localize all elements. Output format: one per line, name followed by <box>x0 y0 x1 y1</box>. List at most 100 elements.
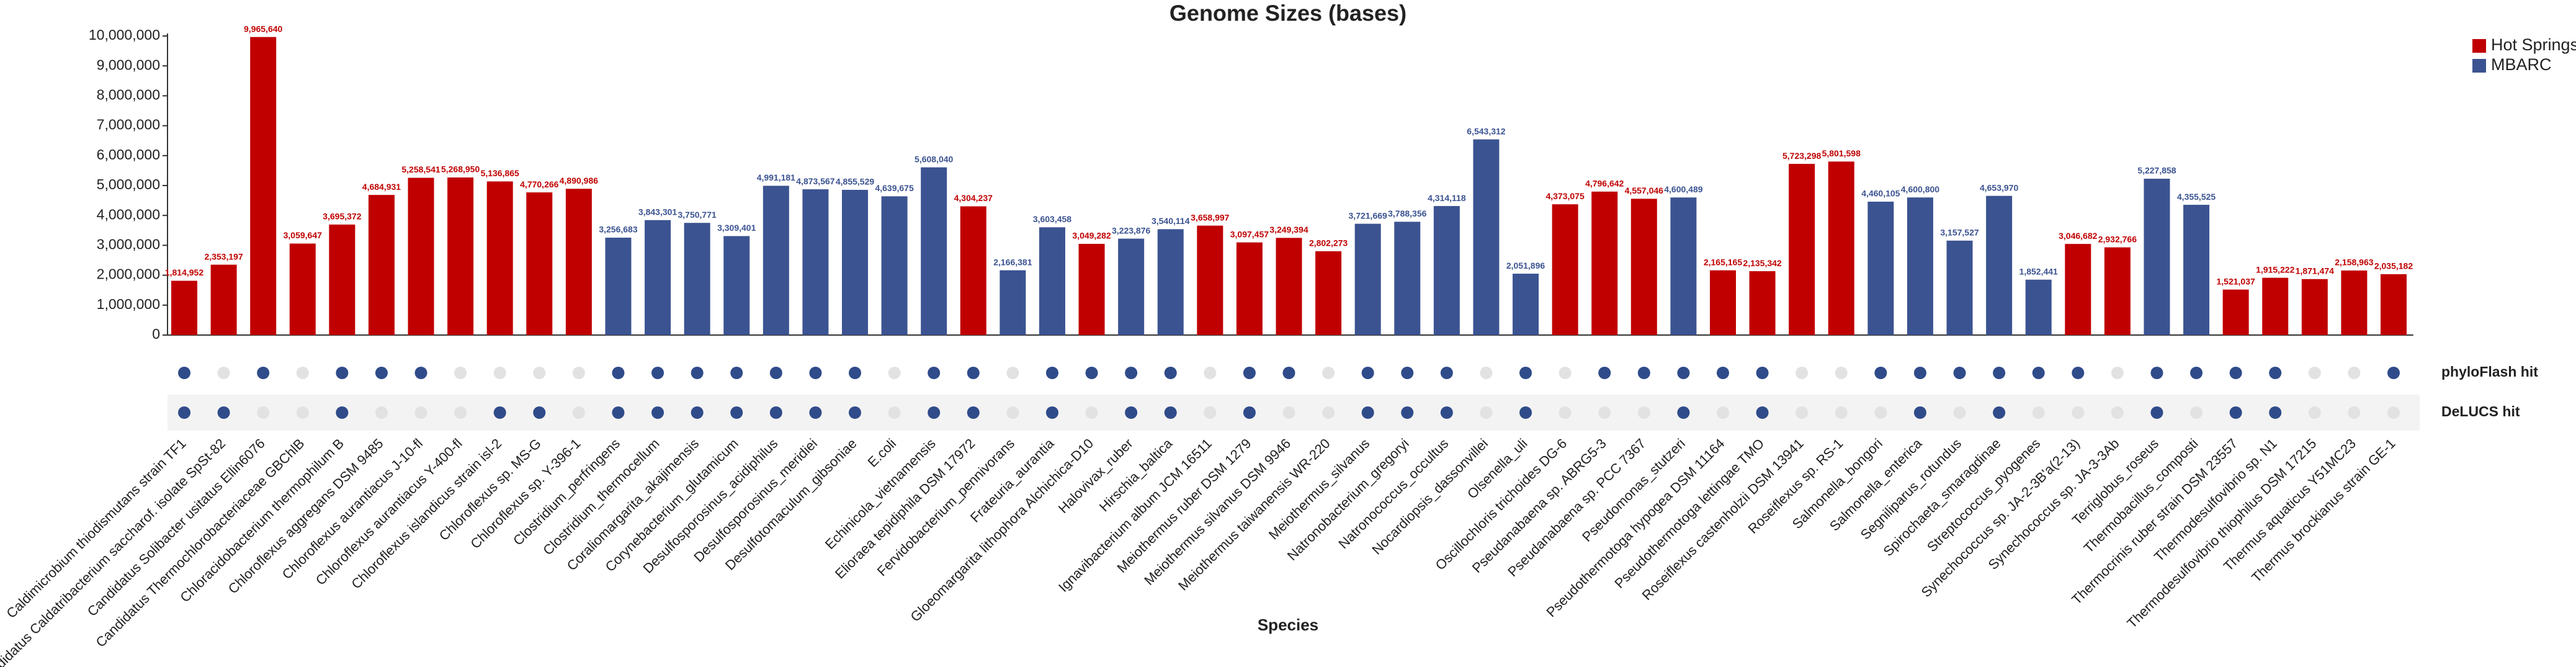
bar <box>1354 223 1381 335</box>
value-label: 1,871,474 <box>2296 266 2334 275</box>
bar <box>921 167 947 335</box>
hit-dot <box>888 367 901 379</box>
hit-dot <box>1993 367 2006 379</box>
hit-dot <box>1559 367 1572 379</box>
hit-dot <box>1953 406 1966 419</box>
bar <box>210 264 237 335</box>
hit-dot <box>1835 367 1848 379</box>
legend-swatch <box>2472 59 2486 73</box>
x-tick-label: E.coli <box>865 436 900 470</box>
bar <box>565 189 592 335</box>
bar <box>2183 205 2210 335</box>
hit-dot <box>849 406 862 419</box>
hit-dot <box>769 367 782 379</box>
hit-dot <box>1835 406 1848 419</box>
y-tick-label: 0 <box>152 326 160 342</box>
hit-dot <box>1006 367 1019 379</box>
hit-dot <box>849 367 862 379</box>
hit-dot <box>1756 367 1769 379</box>
bar <box>1039 227 1065 335</box>
bar <box>763 186 789 335</box>
hit-dot <box>257 406 270 419</box>
value-label: 4,684,931 <box>362 182 401 192</box>
value-label: 2,051,896 <box>1506 261 1545 271</box>
hit-dot <box>1401 406 1414 419</box>
hit-dot <box>217 367 230 379</box>
value-label: 3,049,282 <box>1072 231 1111 241</box>
bar <box>1276 238 1302 335</box>
hit-dot <box>691 367 704 379</box>
hit-dot <box>1282 367 1295 379</box>
y-tick-label: 6,000,000 <box>97 146 160 163</box>
hit-dot <box>2348 367 2361 379</box>
value-label: 2,802,273 <box>1309 238 1348 248</box>
hit-dot <box>1519 406 1532 419</box>
hit-dot <box>2348 406 2361 419</box>
row-label: DeLUCS hit <box>2441 403 2520 419</box>
hit-dot <box>1204 367 1217 379</box>
hit-dot <box>2190 406 2203 419</box>
legend-label: MBARC <box>2491 55 2552 74</box>
value-label: 4,890,986 <box>560 176 598 186</box>
value-label: 3,309,401 <box>717 223 756 233</box>
value-label: 2,353,197 <box>204 251 243 261</box>
hit-dot <box>1204 406 1217 419</box>
value-label: 4,639,675 <box>875 183 913 193</box>
hit-dot <box>1125 406 1138 419</box>
value-label: 3,059,647 <box>284 230 322 240</box>
hit-dot <box>1045 406 1058 419</box>
value-label: 3,603,458 <box>1033 214 1071 224</box>
bar <box>1000 270 1026 335</box>
hit-dot <box>2111 406 2124 419</box>
x-tick-label: Chloroflexus aurantiacus Y-400-fl <box>313 436 465 588</box>
bar <box>447 177 474 335</box>
hit-dot <box>1756 406 1769 419</box>
hit-dot <box>2111 367 2124 379</box>
bar <box>2065 244 2091 335</box>
hit-dot <box>1243 367 1256 379</box>
hit-dot <box>414 406 427 419</box>
value-label: 4,314,118 <box>1428 193 1466 203</box>
hit-dot <box>1637 367 1650 379</box>
hit-dot <box>2387 406 2400 419</box>
hit-dot <box>2150 406 2163 419</box>
value-label: 4,557,046 <box>1625 186 1663 195</box>
hit-dot <box>2150 367 2163 379</box>
hit-dot <box>2387 367 2400 379</box>
value-label: 2,035,182 <box>2374 261 2413 271</box>
value-label: 4,873,567 <box>796 176 834 186</box>
hit-dot <box>1796 406 1809 419</box>
y-tick-label: 4,000,000 <box>97 206 160 222</box>
value-label: 3,750,771 <box>678 210 717 220</box>
value-label: 5,268,950 <box>441 164 480 174</box>
y-tick-label: 5,000,000 <box>97 176 160 192</box>
hit-dot <box>1401 367 1414 379</box>
hit-dot <box>1361 406 1374 419</box>
hit-dot <box>1480 367 1493 379</box>
hit-dot <box>493 406 506 419</box>
hit-dot <box>296 406 309 419</box>
value-label: 4,653,970 <box>1980 182 2018 192</box>
value-label: 3,046,682 <box>2059 231 2097 241</box>
hit-dot <box>651 406 664 419</box>
bar <box>2341 270 2368 335</box>
hit-dot <box>1913 367 1926 379</box>
hit-dot <box>414 367 427 379</box>
y-tick-label: 8,000,000 <box>97 86 160 102</box>
value-label: 4,600,489 <box>1664 184 1702 194</box>
hit-dot <box>1677 406 1690 419</box>
value-label: 1,521,037 <box>2216 276 2255 286</box>
x-axis-title: Species <box>1258 616 1318 634</box>
hit-dot <box>1480 406 1493 419</box>
hit-dot <box>1953 367 1966 379</box>
bar <box>2262 277 2289 335</box>
bar <box>684 223 710 335</box>
hit-dot <box>651 367 664 379</box>
value-label: 3,097,457 <box>1230 229 1269 239</box>
hit-dot <box>375 367 388 379</box>
hit-dot <box>809 406 822 419</box>
hit-dot <box>769 406 782 419</box>
value-label: 5,136,865 <box>481 168 519 178</box>
bar <box>1433 206 1460 335</box>
